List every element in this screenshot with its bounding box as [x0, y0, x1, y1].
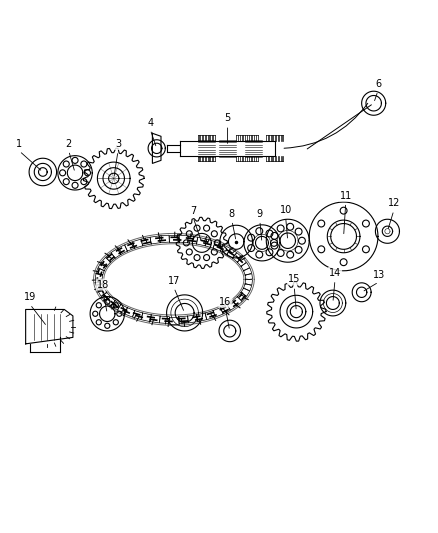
Text: 10: 10: [279, 205, 292, 215]
Text: 7: 7: [190, 206, 196, 216]
Text: 14: 14: [329, 268, 341, 278]
Text: 18: 18: [97, 279, 109, 289]
Text: 15: 15: [288, 274, 300, 285]
Text: 9: 9: [257, 208, 263, 219]
Text: 8: 8: [229, 208, 235, 219]
Text: 16: 16: [219, 297, 232, 306]
Text: 1: 1: [16, 139, 22, 149]
Text: 13: 13: [373, 270, 385, 280]
Text: 5: 5: [224, 114, 231, 123]
Text: 11: 11: [339, 191, 352, 200]
Text: 3: 3: [115, 139, 121, 149]
Text: 12: 12: [388, 198, 400, 208]
Text: 19: 19: [24, 293, 36, 302]
Text: 2: 2: [66, 139, 72, 149]
Text: 6: 6: [375, 79, 381, 89]
Text: 4: 4: [147, 118, 153, 127]
Text: 17: 17: [168, 276, 180, 286]
